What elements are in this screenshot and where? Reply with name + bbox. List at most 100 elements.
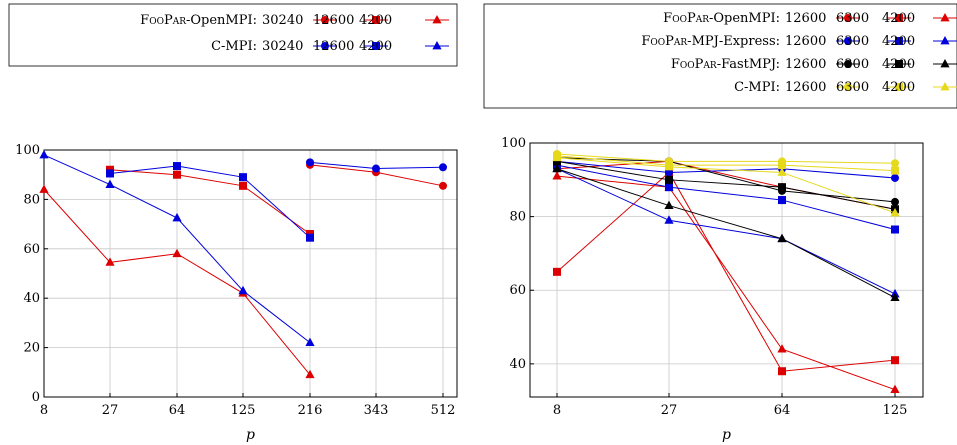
data-point xyxy=(665,175,673,184)
data-point xyxy=(439,181,447,190)
data-point xyxy=(305,337,315,347)
legend-entry-label: 4200 xyxy=(359,39,392,54)
data-point xyxy=(105,179,115,188)
data-point xyxy=(665,183,673,192)
legend-box xyxy=(8,3,458,67)
legend-marker xyxy=(844,60,852,68)
data-point xyxy=(239,181,247,190)
data-point xyxy=(891,225,899,234)
legend-entry-label: 12600 xyxy=(785,34,826,49)
legend-marker xyxy=(940,59,950,68)
chart-1: 8 27 64 125 216 343 512 0 20 40 60 80 100 p xyxy=(15,143,458,443)
chart-2-legend: FooPar-OpenMPI: 12600 6300 4200 FooPar-MPJ-E… xyxy=(483,3,957,109)
x-tick-label: 27 xyxy=(661,403,678,418)
y-tick-label: 40 xyxy=(509,357,526,372)
legend-entry-label: 4200 xyxy=(882,80,915,95)
legend-entry-label: 12600 xyxy=(785,80,826,95)
series-3-1 xyxy=(553,151,899,175)
data-point xyxy=(665,168,673,177)
x-axis-label: p xyxy=(722,427,731,443)
legend-marker xyxy=(940,13,950,22)
legend-entry-label: 6300 xyxy=(836,80,869,95)
chart-2: 8 27 64 125 40 60 80 100 p xyxy=(501,136,924,443)
legend-entry-label: 6300 xyxy=(836,57,869,72)
x-tick-label: 125 xyxy=(231,403,256,418)
legend-group-label: FooPar-MPJ-Express: xyxy=(641,34,780,49)
y-tick-label: 100 xyxy=(15,143,40,158)
legend-entry-label: 6300 xyxy=(836,11,869,26)
legend-entry-label: 4200 xyxy=(359,13,392,28)
legend-group-label: FooPar-OpenMPI: xyxy=(663,11,780,26)
legend-entry-label: 30240 xyxy=(262,39,303,54)
legend-box xyxy=(483,3,957,109)
data-point xyxy=(172,248,182,258)
y-tick-label: 80 xyxy=(23,192,40,207)
data-point xyxy=(778,183,786,192)
series-line xyxy=(556,164,896,230)
series-1-2 xyxy=(39,149,315,347)
data-point xyxy=(890,207,900,217)
series-line xyxy=(109,165,311,239)
data-point xyxy=(239,173,247,182)
legend-marker xyxy=(940,36,950,45)
series-line xyxy=(556,168,896,299)
legend-group-label: FooPar-OpenMPI: xyxy=(140,13,257,28)
chart-1-axes-frame xyxy=(43,149,458,398)
series-0-2 xyxy=(552,171,900,394)
legend-entry-label: 12600 xyxy=(313,13,354,28)
data-point xyxy=(891,159,899,168)
y-tick-label: 80 xyxy=(509,210,526,225)
series-line xyxy=(109,169,311,235)
data-point xyxy=(891,166,899,175)
data-point xyxy=(439,163,447,172)
data-point xyxy=(172,212,182,222)
data-point xyxy=(39,149,49,159)
chart-1-legend: FooPar-OpenMPI: 30240 12600 4200 C-MPI: 30240… xyxy=(8,3,458,67)
data-point xyxy=(372,164,380,173)
data-point xyxy=(778,196,786,205)
data-point xyxy=(552,152,562,162)
y-tick-label: 100 xyxy=(501,136,526,151)
legend-marker xyxy=(895,83,903,91)
y-tick-label: 0 xyxy=(32,390,40,405)
y-tick-label: 20 xyxy=(23,341,40,356)
data-point xyxy=(106,169,114,178)
legend-entry-label: 12600 xyxy=(785,57,826,72)
x-tick-label: 64 xyxy=(169,403,186,418)
legend-marker xyxy=(844,37,852,45)
legend-marker xyxy=(321,16,329,24)
data-point xyxy=(664,200,674,209)
x-tick-label: 343 xyxy=(364,403,389,418)
data-point xyxy=(777,344,787,353)
series-line xyxy=(556,155,896,172)
series-line xyxy=(556,160,896,179)
data-point xyxy=(306,158,314,167)
data-point xyxy=(553,157,561,166)
data-point xyxy=(777,233,787,243)
legend-group-label: C-MPI: xyxy=(734,80,780,95)
legend-group-label: FooPar-FastMPJ: xyxy=(671,57,780,72)
series-1-0 xyxy=(306,158,447,173)
legend-marker xyxy=(372,42,380,50)
x-tick-label: 64 xyxy=(774,403,791,418)
legend-marker xyxy=(321,42,329,50)
legend-marker xyxy=(895,14,903,22)
series-0-2 xyxy=(39,184,315,379)
data-point xyxy=(778,367,786,376)
legend-entry-label: 4200 xyxy=(882,34,915,49)
data-point xyxy=(552,163,562,173)
series-3-2 xyxy=(552,152,900,217)
legend-marker xyxy=(895,37,903,45)
data-point xyxy=(890,384,900,394)
legend-group-label: C-MPI: xyxy=(211,39,257,54)
y-tick-label: 40 xyxy=(23,291,40,306)
y-tick-label: 60 xyxy=(23,242,40,257)
legend-entry-label: 4200 xyxy=(882,11,915,26)
data-point xyxy=(777,167,787,176)
legend-entry-label: 12600 xyxy=(313,39,354,54)
series-line xyxy=(556,160,896,210)
x-tick-label: 27 xyxy=(102,403,119,418)
legend-marker xyxy=(432,41,442,50)
x-axis-label: p xyxy=(246,427,255,443)
x-tick-label: 125 xyxy=(883,403,908,418)
